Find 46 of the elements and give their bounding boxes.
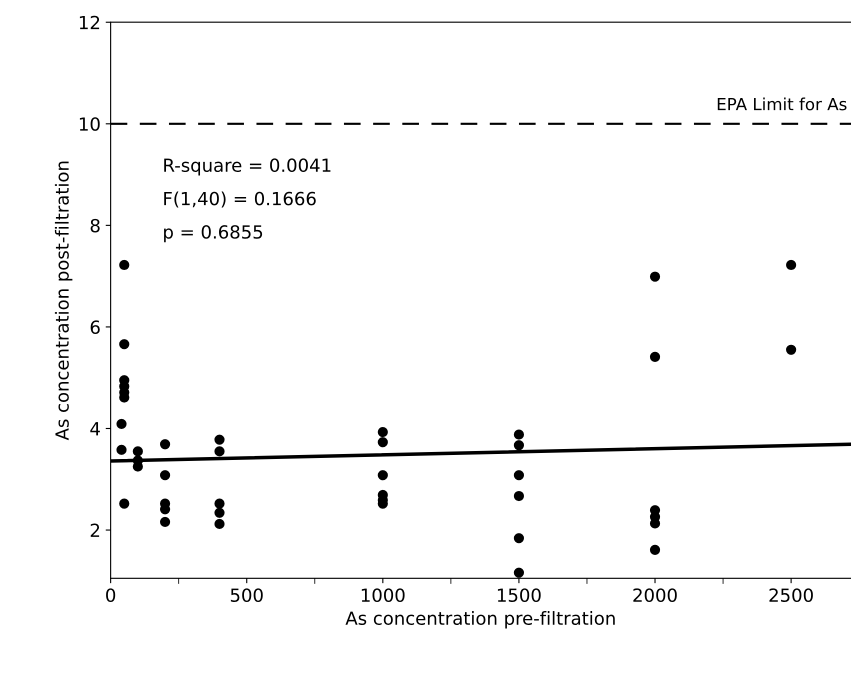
y-tick-label: 2	[90, 524, 100, 537]
ref-line-label: EPA Limit for As	[718, 98, 846, 110]
point	[132, 446, 143, 456]
point	[214, 498, 225, 509]
annotation: p = 0.6855	[164, 225, 262, 242]
point	[160, 470, 170, 480]
point	[119, 339, 130, 350]
point	[214, 508, 225, 518]
point	[514, 533, 524, 544]
annotation: R-square = 0.0041	[164, 158, 330, 176]
point	[214, 434, 225, 445]
point	[514, 440, 524, 450]
point	[116, 444, 127, 455]
y-tick-label: 8	[90, 218, 100, 232]
x-tick-label: 1000	[362, 588, 405, 602]
point	[119, 498, 130, 509]
x-axis-title: As concentration pre-filtration	[345, 611, 615, 629]
point	[116, 418, 127, 430]
y-tick-label: 4	[90, 422, 100, 436]
point	[378, 426, 388, 438]
x-tick-label: 500	[230, 588, 263, 602]
y-tick-label: 10	[80, 117, 100, 131]
point	[514, 429, 524, 440]
x-tick-label: 1500	[498, 588, 541, 602]
point	[214, 446, 225, 456]
point	[160, 516, 170, 528]
point	[160, 439, 170, 450]
point	[514, 470, 524, 480]
x-tick-label: 2500	[769, 588, 813, 602]
y-tick-label: 12	[80, 16, 100, 30]
annotation: F(1,40) = 0.1666	[164, 191, 316, 208]
point	[214, 518, 225, 530]
y-tick-label: 6	[90, 320, 100, 334]
point	[378, 470, 388, 480]
point	[650, 352, 660, 362]
point	[378, 437, 388, 448]
point	[786, 260, 796, 270]
point	[119, 260, 130, 270]
point	[650, 544, 660, 555]
x-tick-label: 0	[106, 588, 116, 602]
point	[514, 568, 524, 578]
point	[514, 490, 524, 502]
x-tick-label: 2000	[633, 588, 677, 602]
point	[786, 344, 796, 355]
point	[650, 272, 660, 282]
y-axis-title: As concentration post-filtration	[54, 162, 72, 440]
